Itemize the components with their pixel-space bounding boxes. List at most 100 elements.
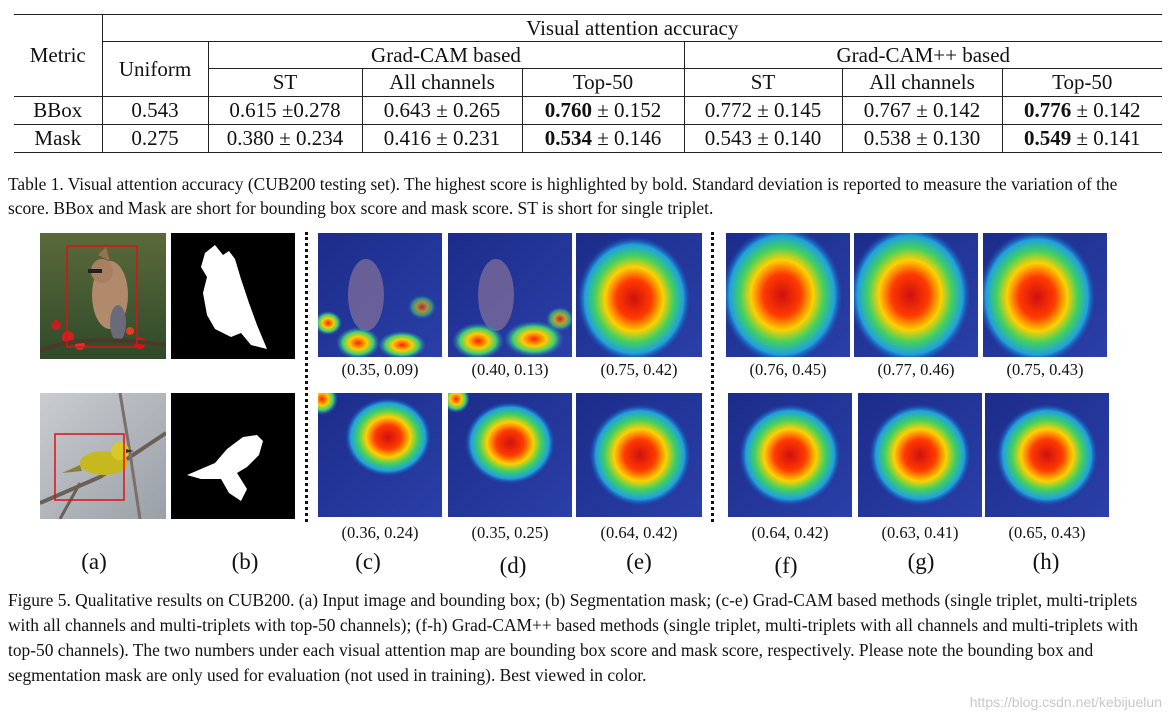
cell-pm: ± — [910, 98, 934, 122]
cell-pm: ± — [751, 98, 775, 122]
heatmap-gradcampp-top50-warbler — [985, 393, 1109, 517]
score-label: (0.75, 0.42) — [600, 360, 678, 379]
cell-pm: ± — [1071, 126, 1094, 150]
cell-pm: ± — [751, 126, 775, 150]
header-visual-attention-accuracy: Visual attention accuracy — [101, 14, 1163, 42]
score-label: (0.35, 0.09) — [341, 360, 419, 379]
row-label-mask: Mask — [14, 124, 103, 153]
cell-score: 0.534 ± 0.146 — [521, 124, 685, 153]
panel-label-e: (e) — [626, 549, 652, 574]
cell-score: 0.380 ± 0.234 — [207, 124, 363, 153]
cell-score: 0.549 ± 0.141 — [1001, 124, 1163, 153]
score-label: (0.40, 0.13) — [471, 360, 549, 379]
cell-uniform: 0.275 — [101, 124, 209, 153]
panel-label-g: (g) — [907, 549, 935, 574]
cell-score: 0.615 ±0.278 — [207, 96, 363, 125]
table-caption: Table 1. Visual attention accuracy (CUB2… — [8, 174, 1118, 218]
cell-score: 0.543 ± 0.140 — [683, 124, 843, 153]
figure-caption: Figure 5. Qualitative results on CUB200.… — [8, 590, 1138, 685]
panel-label-f: (f) — [774, 553, 798, 578]
score-label: (0.64, 0.42) — [600, 523, 678, 542]
cell-std: 0.146 — [614, 126, 662, 150]
cell-pm: ± — [591, 98, 615, 122]
cell-score: 0.776 ± 0.142 — [1001, 96, 1163, 125]
cell-std: 0.234 — [296, 126, 344, 150]
panel-label-b: (b) — [231, 549, 259, 574]
table-row-bbox: BBox 0.543 0.615 ±0.278 0.643 ± 0.265 0.… — [14, 96, 1163, 125]
cell-mean: 0.416 — [383, 126, 431, 150]
subheader-st: ST — [683, 68, 843, 97]
header-gradcam: Grad-CAM based — [207, 41, 685, 69]
header-metric: Metric — [14, 14, 103, 97]
score-label: (0.76, 0.45) — [749, 360, 827, 379]
heatmap-gradcampp-st-waxwing — [726, 233, 850, 357]
cell-mean: 0.615 — [229, 98, 277, 122]
cell-std: 0.130 — [933, 126, 981, 150]
bounding-box — [66, 245, 138, 348]
cell-score: 0.643 ± 0.265 — [361, 96, 523, 125]
cell-pm: ± — [430, 126, 454, 150]
cell-score: 0.767 ± 0.142 — [841, 96, 1003, 125]
cell-score: 0.416 ± 0.231 — [361, 124, 523, 153]
heatmap-gradcam-all-waxwing — [448, 233, 572, 357]
cell-std: 0.145 — [774, 98, 822, 122]
table-row-mask: Mask 0.275 0.380 ± 0.234 0.416 ± 0.231 0… — [14, 124, 1163, 153]
score-label: (0.63, 0.41) — [881, 523, 959, 542]
header-gradcampp: Grad-CAM++ based — [683, 41, 1163, 69]
cell-mean-best: 0.549 — [1024, 126, 1072, 150]
cell-pm: ± — [273, 126, 297, 150]
heatmap-gradcampp-all-warbler — [858, 393, 982, 517]
cell-pm: ± — [276, 98, 294, 122]
heatmap-gradcam-st-waxwing — [318, 233, 442, 357]
header-uniform: Uniform — [101, 41, 209, 97]
cell-mean: 0.772 — [704, 98, 752, 122]
score-label: (0.64, 0.42) — [751, 523, 829, 542]
subheader-all-channels: All channels — [841, 68, 1003, 97]
subheader-top50: Top-50 — [521, 68, 685, 97]
input-image-waxwing — [40, 233, 166, 359]
dotted-divider — [711, 232, 714, 522]
subheader-all-channels: All channels — [361, 68, 523, 97]
cell-mean: 0.543 — [704, 126, 752, 150]
cell-pm: ± — [430, 98, 454, 122]
cell-mean: 0.538 — [863, 126, 911, 150]
score-label: (0.77, 0.46) — [877, 360, 955, 379]
score-label: (0.36, 0.24) — [341, 523, 419, 542]
cell-mean: 0.767 — [863, 98, 911, 122]
panel-label-c: (c) — [355, 549, 381, 574]
heatmap-gradcam-all-warbler — [448, 393, 572, 517]
cell-std: 0.142 — [933, 98, 981, 122]
dotted-divider — [305, 232, 308, 522]
row-label-bbox: BBox — [14, 96, 103, 125]
cell-std: 0.140 — [774, 126, 822, 150]
cell-std: 0.142 — [1093, 98, 1141, 122]
cell-mean-best: 0.760 — [544, 98, 592, 122]
cell-mean-best: 0.534 — [544, 126, 592, 150]
cell-mean-best: 0.776 — [1024, 98, 1072, 122]
cell-pm: ± — [910, 126, 934, 150]
cell-std: 0.278 — [293, 98, 341, 122]
cell-std: 0.265 — [453, 98, 501, 122]
heatmap-gradcampp-all-waxwing — [854, 233, 978, 357]
cell-mean: 0.643 — [383, 98, 431, 122]
subheader-top50: Top-50 — [1001, 68, 1163, 97]
segmentation-mask-waxwing — [171, 233, 295, 359]
segmentation-mask-warbler — [171, 393, 295, 519]
bounding-box — [54, 433, 125, 501]
panel-label-d: (d) — [499, 553, 527, 578]
cell-std: 0.231 — [453, 126, 501, 150]
score-label: (0.35, 0.25) — [471, 523, 549, 542]
cell-uniform: 0.543 — [101, 96, 209, 125]
panel-label-h: (h) — [1032, 549, 1060, 574]
cell-score: 0.772 ± 0.145 — [683, 96, 843, 125]
watermark: https://blog.csdn.net/kebijuelun — [969, 694, 1162, 710]
results-table: Metric Visual attention accuracy Uniform… — [14, 14, 1163, 153]
cell-score: 0.760 ± 0.152 — [521, 96, 685, 125]
heatmap-gradcampp-st-warbler — [728, 393, 852, 517]
heatmap-gradcam-top50-warbler — [576, 393, 702, 517]
subheader-st: ST — [207, 68, 363, 97]
heatmap-gradcam-top50-waxwing — [576, 233, 702, 357]
cell-mean: 0.380 — [226, 126, 274, 150]
cell-pm: ± — [591, 126, 615, 150]
input-image-warbler — [40, 393, 166, 519]
